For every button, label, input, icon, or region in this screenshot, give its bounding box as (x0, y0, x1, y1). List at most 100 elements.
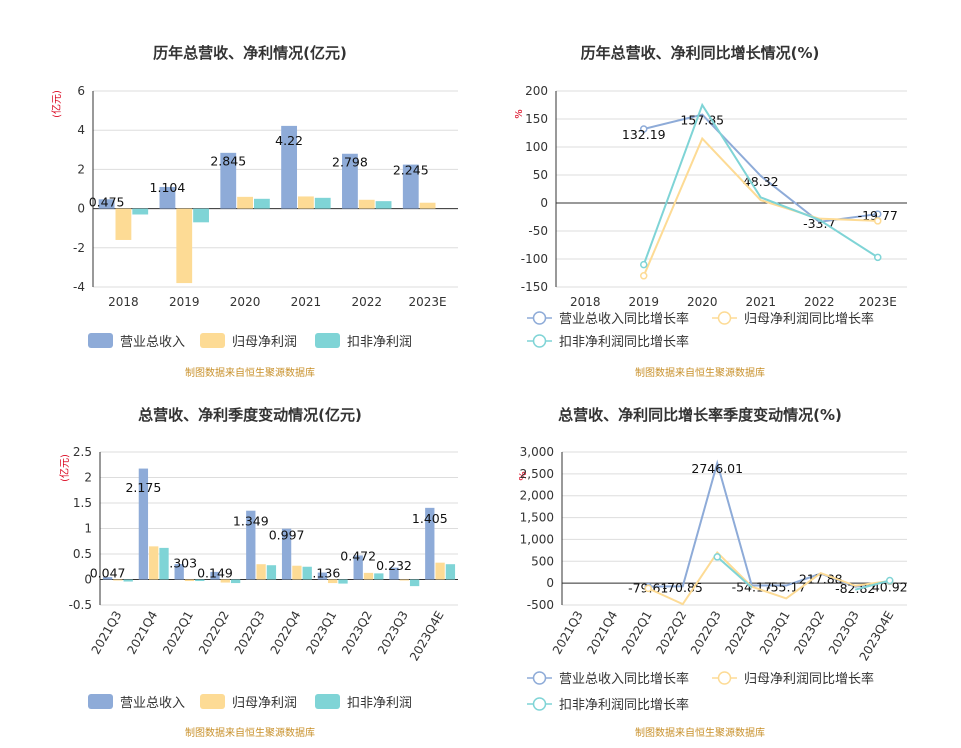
data-label: -70.85 (663, 580, 703, 595)
bar-3-2023Q2 (374, 573, 384, 580)
legend-label: 扣非净利润同比增长率 (559, 334, 689, 350)
x-tick-label: 2023E (859, 295, 897, 309)
bar-2-2022Q2 (220, 579, 230, 583)
bar-2-2020 (237, 196, 253, 209)
y-tick-label: -4 (73, 280, 85, 294)
data-label: 2.798 (332, 154, 368, 169)
chart-title: 历年总营收、净利情况(亿元) (153, 44, 347, 62)
data-label: 2.845 (210, 154, 246, 169)
legend-item-2: 归母净利润同比增长率 (712, 671, 874, 687)
legend-item-1: 营业总收入同比增长率 (527, 671, 689, 687)
bar-1-2022 (342, 153, 358, 209)
chart-title: 总营收、净利同比增长率季度变动情况(%) (558, 406, 842, 424)
legend-item-1: 营业总收入 (88, 694, 185, 711)
bar-1-2023Q1 (317, 572, 328, 580)
y-tick-label: -100 (521, 252, 548, 266)
legend-swatch-marker (532, 311, 547, 325)
series-point-3 (713, 553, 721, 561)
legend-swatch (88, 694, 113, 709)
y-tick-label: 0 (84, 573, 92, 587)
y-tick-label: 3,000 (520, 445, 554, 459)
x-tick-label: 2022Q2 (196, 609, 232, 657)
data-label: 48.32 (743, 174, 779, 189)
x-tick-label: 2021Q3 (89, 609, 125, 657)
data-label: 0.997 (269, 527, 305, 542)
x-tick-label: 2022Q3 (688, 609, 724, 657)
x-tick-label: 2022Q3 (232, 609, 268, 657)
legend-swatch (200, 333, 225, 348)
bar-3-2022Q1 (195, 579, 205, 582)
x-tick-label: 2022Q1 (160, 609, 196, 657)
series-line-3 (716, 556, 753, 589)
x-tick-label: 2023E (409, 295, 447, 309)
y-tick-label: 2 (84, 471, 92, 485)
data-label: 1.405 (412, 511, 448, 526)
y-tick-label: -0.5 (69, 598, 92, 612)
x-tick-label: 2023Q4E (407, 609, 447, 664)
y-tick-label: 2 (77, 162, 85, 176)
series-point-1 (640, 125, 648, 133)
x-tick-label: 2023Q1 (757, 609, 793, 657)
series-line-3 (642, 102, 879, 265)
data-label: 0.232 (376, 558, 412, 573)
bar-2-2021 (298, 196, 314, 209)
unit-label: % (518, 471, 529, 481)
bar-3-2023Q4E (445, 564, 456, 580)
chart-panel-1: 历年总营收、净利情况(亿元) (亿元) -4 -2 0 2 4 6 2018 2019 2020 20… (50, 44, 458, 379)
legend-swatch-marker (532, 697, 547, 711)
x-tick-label: 2023Q2 (791, 609, 827, 657)
bar-3-2022Q4 (302, 566, 312, 580)
bar-2-2023Q3 (399, 579, 409, 581)
legend-label: 归母净利润 (232, 335, 297, 350)
bar-2-2023E (419, 202, 436, 209)
x-tick-label: 2021Q3 (550, 609, 586, 657)
legend-item-3: 扣非净利润 (315, 694, 412, 711)
source-note: 制图数据来自恒生聚源数据库 (635, 726, 765, 739)
series-point-2 (644, 584, 652, 593)
legend-swatch-marker (717, 311, 732, 325)
data-label: 0.475 (89, 195, 125, 210)
data-label: 0.047 (90, 566, 126, 581)
bar-1-2022Q4 (281, 528, 292, 580)
legend-label: 归母净利润 (232, 696, 297, 711)
data-label: 157.85 (680, 113, 724, 128)
bar-3-2021Q4 (159, 547, 169, 580)
source-note: 制图数据来自恒生聚源数据库 (185, 366, 315, 379)
bar-3-2021Q3 (123, 579, 133, 582)
legend-label: 营业总收入 (120, 696, 185, 711)
x-tick-label: 2023Q4E (857, 609, 897, 664)
bar-3-2020 (253, 198, 270, 209)
y-tick-label: 0 (546, 576, 554, 590)
y-tick-label: 150 (525, 112, 548, 126)
x-tick-label: 2022 (804, 295, 835, 309)
series-point-3 (640, 260, 648, 269)
y-tick-label: 100 (525, 140, 548, 154)
y-tick-label: 0 (77, 202, 85, 216)
y-tick-label: 2,000 (520, 489, 554, 503)
bar-1-2023Q2 (353, 555, 363, 580)
x-tick-label: 2019 (169, 295, 200, 309)
bar-1-2021 (281, 125, 298, 209)
bar-1-2018 (98, 199, 115, 209)
y-tick-label: 2.5 (73, 445, 92, 459)
bar-1-2022Q2 (210, 571, 220, 580)
legend-swatch (315, 333, 340, 348)
x-tick-label: 2022Q4 (268, 609, 304, 657)
legend-label: 营业总收入同比增长率 (559, 311, 689, 327)
y-tick-label: 0.5 (73, 547, 92, 561)
chart-title: 历年总营收、净利同比增长情况(%) (581, 44, 820, 62)
legend-swatch (200, 694, 225, 709)
series-point-3 (886, 576, 894, 585)
data-label: -19.77 (858, 208, 898, 223)
y-tick-label: 50 (533, 168, 548, 182)
y-tick-label: 2,500 (520, 467, 554, 481)
x-tick-label: 2023Q1 (303, 609, 339, 657)
y-tick-label: -500 (527, 598, 554, 612)
source-note: 制图数据来自恒生聚源数据库 (185, 726, 315, 739)
source-note: 制图数据来自恒生聚源数据库 (635, 366, 765, 379)
legend-swatch-marker (532, 334, 547, 348)
series-point-3 (874, 253, 882, 262)
legend-label: 营业总收入 (120, 335, 185, 350)
x-tick-label: 2023Q3 (826, 609, 862, 657)
